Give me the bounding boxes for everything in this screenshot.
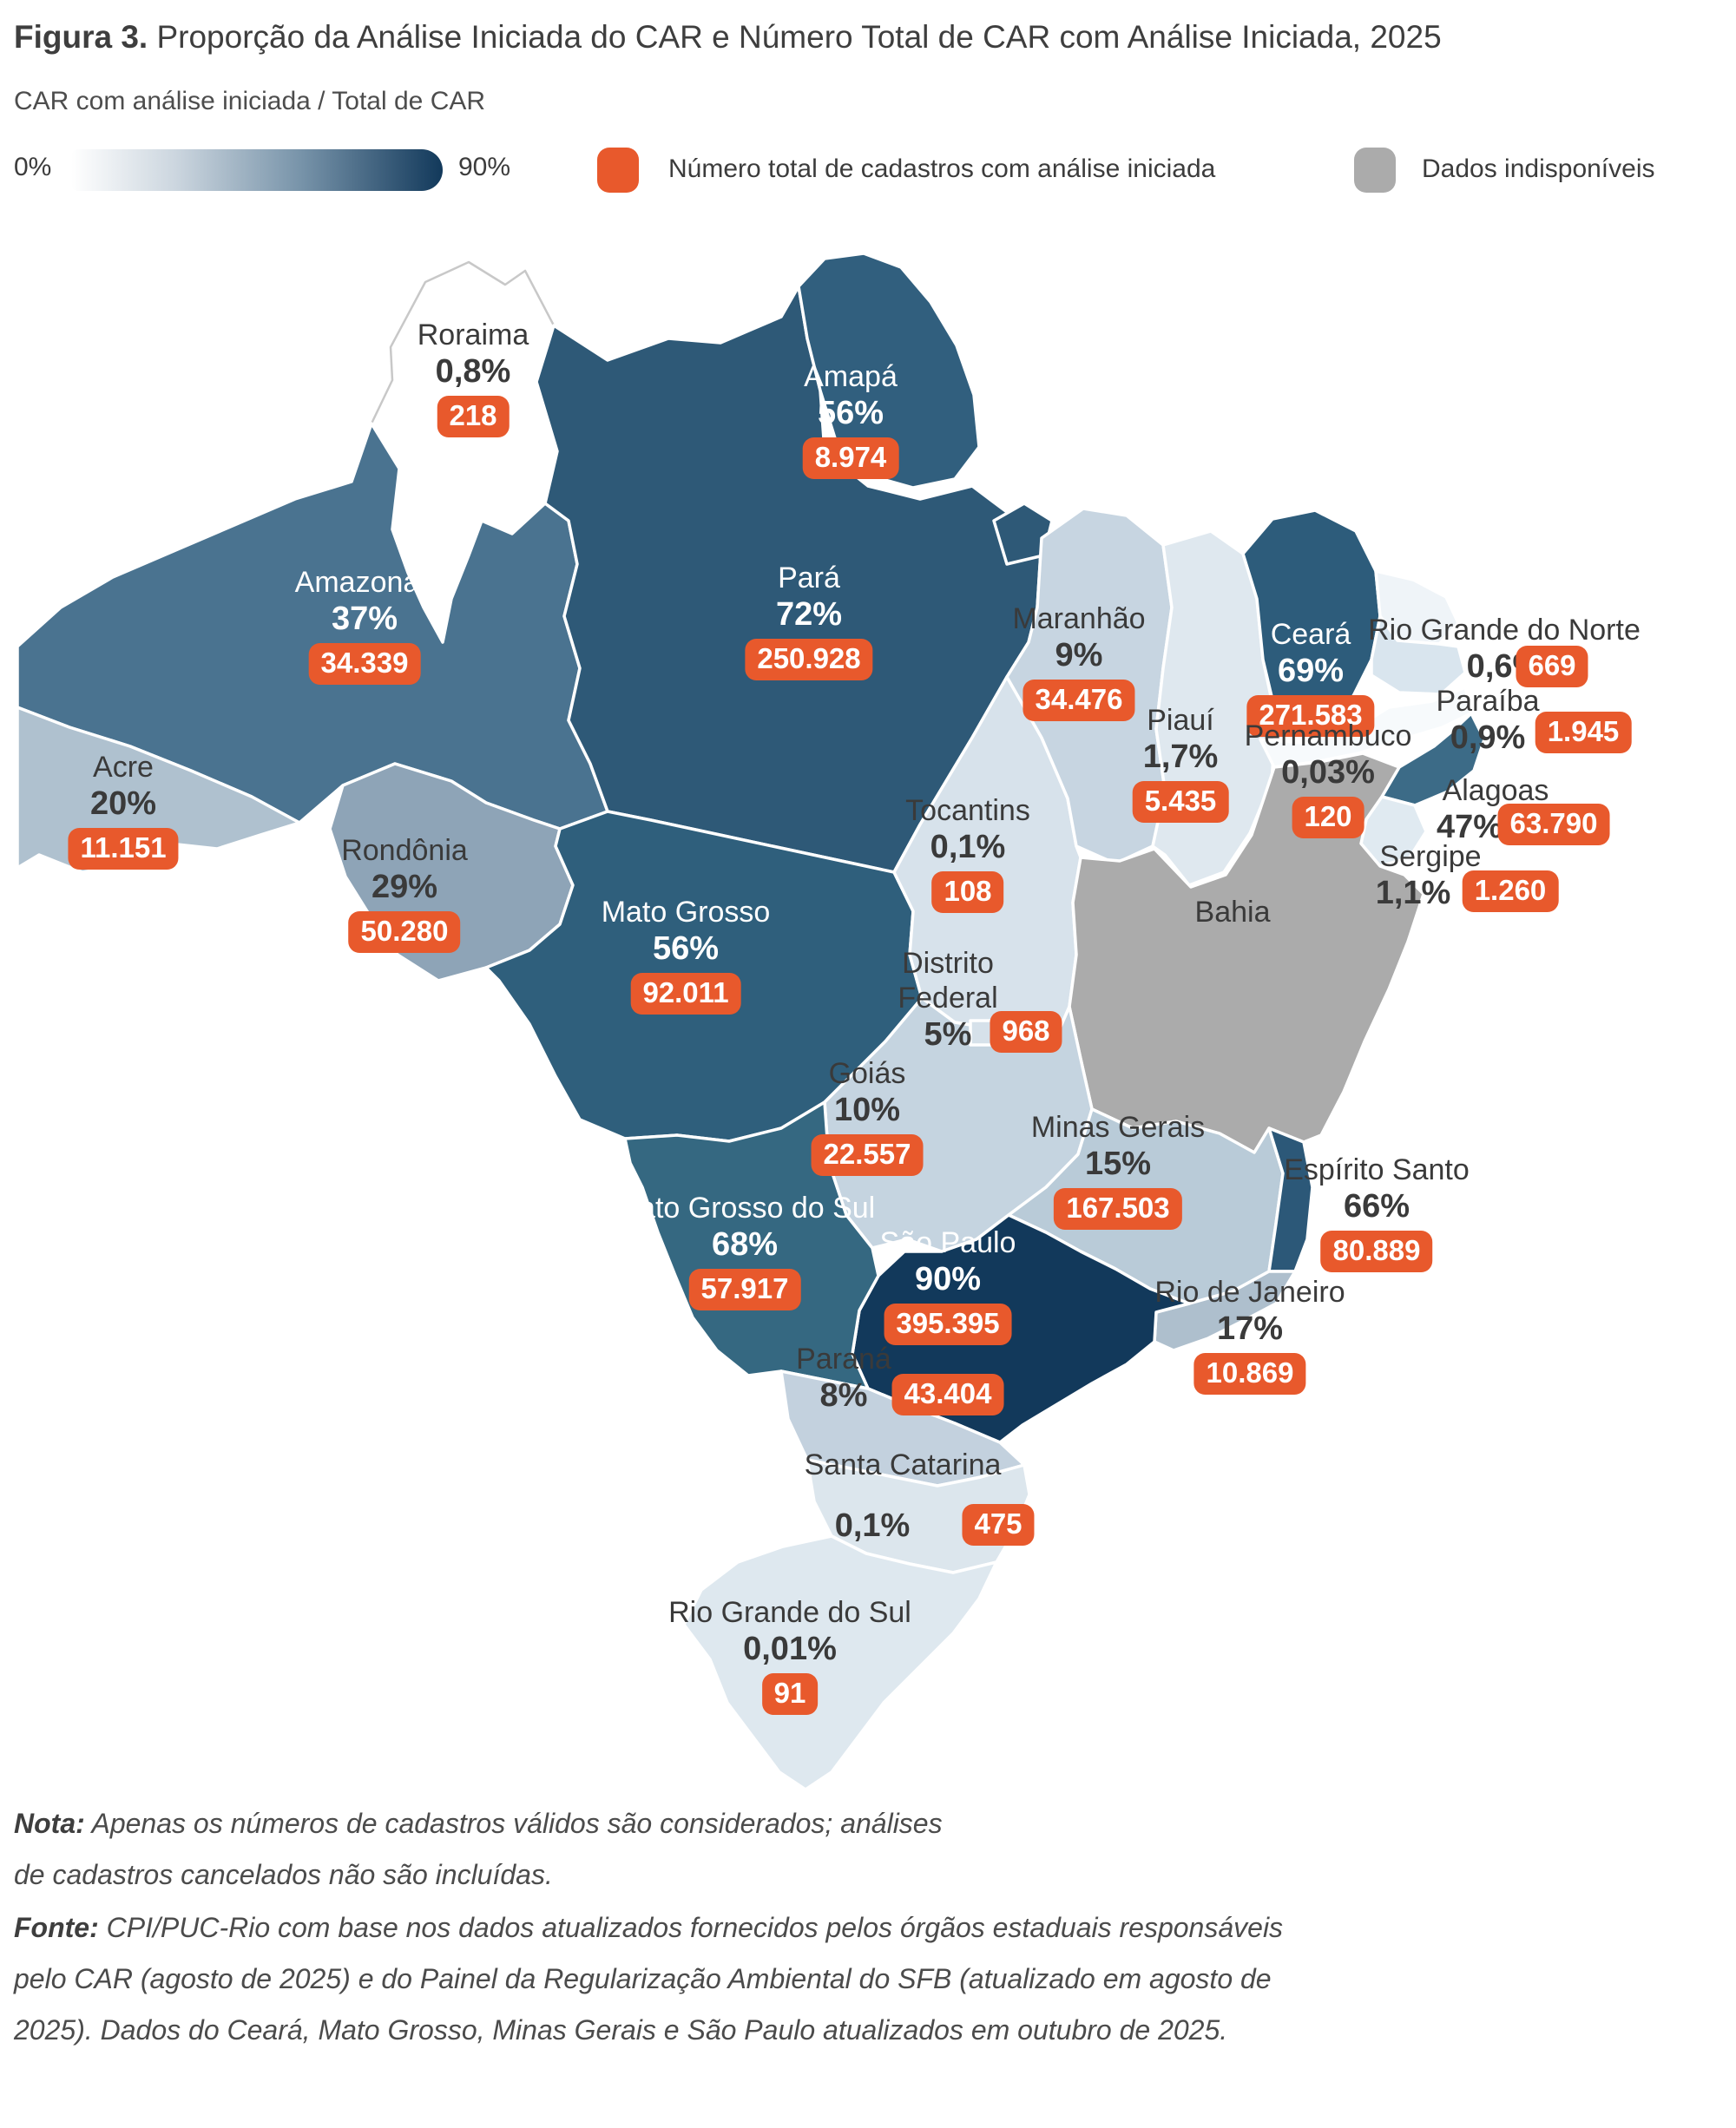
source-paragraph: Fonte: CPI/PUC-Rio com base nos dados at… xyxy=(14,1912,1284,2046)
state-label-santa-catarina: Santa Catarina 0,1% xyxy=(804,1448,1002,1544)
state-label-rio-grande-do-norte: Rio Grande do Norte 0,6% xyxy=(1368,614,1641,685)
count-badge-rio-grande-do-sul: 91 xyxy=(761,1673,819,1715)
count-badge-tocantins: 108 xyxy=(931,871,1004,913)
state-label-mato-grosso: Mato Grosso 56% 92.011 xyxy=(602,895,770,1015)
state-label-amazonas: Amazonas 37% 34.339 xyxy=(295,565,434,685)
state-label-mato-grosso-do-sul: Mato Grosso do Sul 68% 57.917 xyxy=(615,1191,875,1310)
state-rio-de-janeiro-shape xyxy=(1153,1270,1297,1352)
count-badge-pernambuco: 120 xyxy=(1292,797,1364,838)
state-rio-grande-do-sul-shape xyxy=(682,1534,998,1791)
gray-legend-label: Dados indisponíveis xyxy=(1422,154,1655,183)
count-badge-acre: 11.151 xyxy=(68,828,179,870)
state-label-sao-paulo: São Paulo 90% 395.395 xyxy=(880,1225,1016,1345)
count-badge-paraiba: 1.945 xyxy=(1535,712,1632,753)
count-badge-minas-gerais: 167.503 xyxy=(1054,1188,1182,1230)
state-label-parana: Paraná 8% xyxy=(796,1343,891,1414)
gradient-bar xyxy=(71,149,443,191)
count-badge-espirito-santo: 80.889 xyxy=(1320,1231,1433,1272)
figure-number: Figura 3. xyxy=(14,19,148,55)
count-badge-rondonia: 50.280 xyxy=(348,911,461,953)
count-badge-mato-grosso: 92.011 xyxy=(630,973,741,1015)
count-badge-roraima: 218 xyxy=(437,396,510,437)
orange-legend-chip xyxy=(597,148,639,193)
state-label-bahia: Bahia xyxy=(1194,896,1271,929)
state-label-rondonia: Rondônia 29% 50.280 xyxy=(341,833,468,953)
state-amapa-shape xyxy=(797,252,981,489)
count-badge-rio-de-janeiro: 10.869 xyxy=(1194,1353,1306,1395)
count-badge-distrito-federal: 968 xyxy=(990,1011,1062,1053)
state-label-para: Pará 72% 250.928 xyxy=(745,561,873,680)
state-label-pernambuco: Pernambuco 0,03% 120 xyxy=(1245,719,1411,838)
state-label-tocantins: Tocantins 0,1% 108 xyxy=(905,793,1030,913)
count-badge-sergipe: 1.260 xyxy=(1462,870,1559,912)
state-label-ceara: Ceará 69% 271.583 xyxy=(1246,617,1375,737)
orange-legend-label: Número total de cadastros com análise in… xyxy=(668,154,1216,183)
count-badge-maranhao: 34.476 xyxy=(1023,680,1135,721)
note-label: Nota: xyxy=(14,1808,85,1839)
source-label: Fonte: xyxy=(14,1912,99,1943)
state-label-rio-de-janeiro: Rio de Janeiro 17% 10.869 xyxy=(1154,1275,1345,1395)
state-label-sergipe: Sergipe 1,1% xyxy=(1375,840,1482,911)
state-ceara-shape xyxy=(1241,509,1382,739)
count-badge-mato-grosso-do-sul: 57.917 xyxy=(688,1269,801,1310)
state-label-roraima: Roraima 0,8% 218 xyxy=(418,318,529,437)
count-badge-goias: 22.557 xyxy=(811,1134,924,1176)
state-label-amapa: Amapá 56% 8.974 xyxy=(802,359,899,479)
state-label-acre: Acre 20% 11.151 xyxy=(68,750,179,870)
count-badge-amapa: 8.974 xyxy=(802,437,899,479)
count-badge-amazonas: 34.339 xyxy=(308,643,421,685)
count-badge-rio-grande-do-norte: 669 xyxy=(1516,646,1588,687)
count-badge-alagoas: 63.790 xyxy=(1497,804,1610,845)
count-badge-piaui: 5.435 xyxy=(1132,781,1229,823)
figure-notes: Nota: Apenas os números de cadastros vál… xyxy=(14,1798,1290,2056)
state-label-distrito-federal: Distrito Federal 5% xyxy=(898,947,998,1053)
state-label-piaui: Piauí 1,7% 5.435 xyxy=(1132,703,1229,823)
state-label-minas-gerais: Minas Gerais 15% 167.503 xyxy=(1031,1110,1205,1230)
figure-subtitle: CAR com análise iniciada / Total de CAR xyxy=(14,87,486,115)
figure-title: Figura 3. Proporção da Análise Iniciada … xyxy=(14,19,1442,56)
legend: 0% 90% Número total de cadastros com aná… xyxy=(0,146,1736,194)
state-label-espirito-santo: Espírito Santo 66% 80.889 xyxy=(1284,1153,1470,1272)
state-label-goias: Goiás 10% 22.557 xyxy=(811,1056,924,1176)
gradient-min-label: 0% xyxy=(14,153,52,181)
count-badge-ceara: 271.583 xyxy=(1246,695,1375,737)
state-label-maranhao: Maranhão 9% 34.476 xyxy=(1012,601,1146,721)
figure-title-text: Proporção da Análise Iniciada do CAR e N… xyxy=(156,19,1442,55)
state-label-paraiba: Paraíba 0,9% xyxy=(1436,685,1540,756)
count-badge-santa-catarina: 475 xyxy=(962,1504,1035,1546)
gray-legend-chip xyxy=(1354,148,1396,193)
count-badge-sao-paulo: 395.395 xyxy=(884,1304,1012,1345)
state-label-alagoas: Alagoas 47% xyxy=(1436,774,1549,845)
gradient-max-label: 90% xyxy=(458,153,511,181)
state-label-rio-grande-do-sul: Rio Grande do Sul 0,01% 91 xyxy=(668,1595,911,1715)
state-paraiba-shape xyxy=(1370,614,1467,696)
count-badge-parana: 43.404 xyxy=(891,1374,1004,1415)
note-paragraph: Nota: Apenas os números de cadastros vál… xyxy=(14,1808,943,1890)
count-badge-para: 250.928 xyxy=(745,639,873,680)
